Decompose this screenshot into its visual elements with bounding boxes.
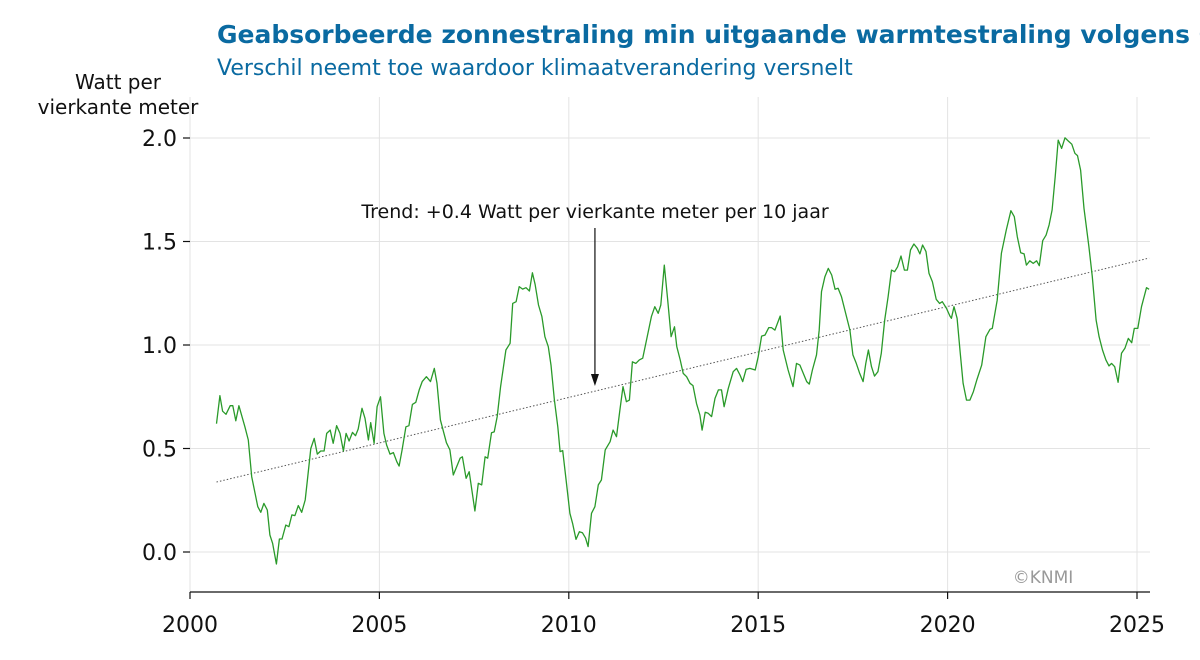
y-tick-label: 0.5 xyxy=(142,438,177,463)
y-axis-label-line1: Watt per xyxy=(75,70,162,94)
y-tick-label: 0.0 xyxy=(142,541,177,566)
y-axis-label-line2: vierkante meter xyxy=(38,95,200,119)
y-tick-label: 1.5 xyxy=(142,231,177,256)
x-tick-label: 2025 xyxy=(1109,613,1165,638)
series-line xyxy=(215,137,1150,565)
y-axis: 0.0 0.5 1.0 1.5 2.0 xyxy=(142,127,190,566)
y-tick-label: 2.0 xyxy=(142,127,177,152)
chart-subtitle: Verschil neemt toe waardoor klimaatveran… xyxy=(217,56,853,81)
x-tick-label: 2000 xyxy=(162,613,218,638)
grid xyxy=(189,97,1150,592)
y-tick-label: 1.0 xyxy=(142,334,177,359)
x-tick-label: 2015 xyxy=(730,613,786,638)
x-tick-label: 2005 xyxy=(351,613,407,638)
arrow-head xyxy=(590,374,599,386)
plot-area xyxy=(215,137,1150,565)
x-axis: 2000 2005 2010 2015 2020 2025 xyxy=(162,592,1165,638)
chart-title: Geabsorbeerde zonnestraling min uitgaand… xyxy=(217,20,1200,49)
credit-text: ©KNMI xyxy=(1013,568,1074,588)
x-tick-label: 2020 xyxy=(920,613,976,638)
annotation-arrow xyxy=(590,228,599,386)
trend-annotation: Trend: +0.4 Watt per vierkante meter per… xyxy=(360,201,828,223)
x-tick-label: 2010 xyxy=(541,613,597,638)
